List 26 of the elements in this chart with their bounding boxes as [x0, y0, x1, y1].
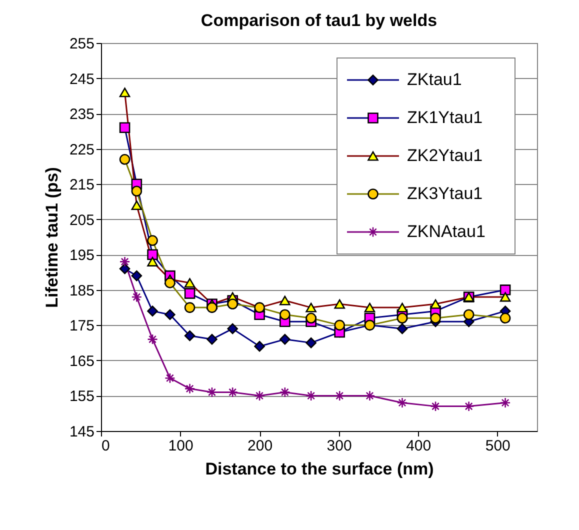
y-tick-label: 145 — [69, 424, 94, 440]
legend-label: ZK3Ytau1 — [407, 184, 483, 203]
y-tick-label: 215 — [69, 176, 94, 194]
legend-label: ZKNAtau1 — [407, 222, 486, 241]
y-tick-label: 225 — [69, 141, 94, 158]
x-tick-label: 100 — [168, 438, 194, 454]
legend-label: ZK1Ytau1 — [407, 108, 483, 127]
x-tick-label: 300 — [326, 438, 352, 454]
y-tick-label: 205 — [69, 212, 94, 229]
x-tick-label: 200 — [248, 438, 273, 454]
y-tick-label: 195 — [69, 247, 94, 264]
y-tick-label: 175 — [69, 318, 94, 335]
x-tick-label: 400 — [406, 438, 432, 454]
y-tick-label: 155 — [69, 388, 94, 406]
y-axis-title: Lifetime tau1 (ps) — [42, 167, 62, 308]
y-tick-label: 185 — [69, 282, 94, 300]
legend-label: ZK2Ytau1 — [407, 146, 483, 165]
y-tick-label: 255 — [69, 36, 94, 52]
legend-label: ZKtau1 — [407, 70, 462, 89]
chart-title: Comparison of tau1 by welds — [200, 11, 438, 30]
y-tick-label: 165 — [69, 352, 94, 370]
x-tick-label: 500 — [485, 438, 510, 454]
x-tick-label: 0 — [102, 438, 110, 454]
y-tick-label: 235 — [69, 106, 94, 124]
y-tick-label: 245 — [69, 70, 94, 88]
x-axis-title: Distance to the surface (nm) — [205, 460, 434, 478]
